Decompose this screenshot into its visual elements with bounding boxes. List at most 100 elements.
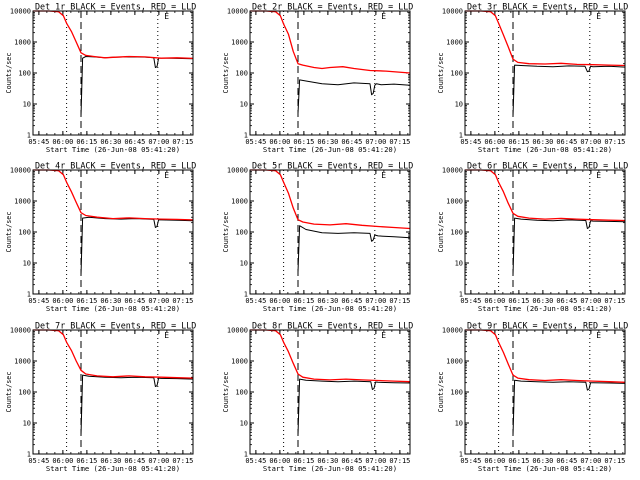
y-tick-label: 10 [240, 260, 248, 268]
events-series-line [297, 79, 411, 114]
x-tick-label: 05:45 [245, 457, 266, 465]
x-tick-label: 06:15 [76, 297, 97, 305]
x-tick-label: 06:00 [52, 138, 73, 146]
x-tick-label: 07:00 [148, 457, 169, 465]
x-axis-label: Start Time (26-Jun-08 05:41:20) [46, 145, 180, 154]
lld-series-line [465, 10, 626, 67]
x-tick-label: 07:15 [172, 457, 193, 465]
flag-marker: E [164, 12, 169, 21]
panel-det-3: Det 3r BLACK = Events, RED = LLD 1 10 100 10… [437, 2, 628, 155]
x-tick-label: 05:45 [460, 297, 481, 305]
x-tick-label: 07:00 [365, 297, 386, 305]
plot-frame [32, 10, 194, 136]
lld-series-line [33, 329, 194, 379]
events-series-line [80, 56, 194, 117]
x-tick-label: 07:00 [148, 297, 169, 305]
panel-det-7: Det 7r BLACK = Events, RED = LLD 1 10 100 10… [5, 321, 196, 474]
x-tick-label: 06:15 [76, 138, 97, 146]
x-tick-label: 06:30 [317, 297, 338, 305]
y-tick-label: 1000 [446, 39, 463, 47]
y-tick-label: 10000 [442, 327, 463, 335]
x-tick-label: 07:00 [148, 138, 169, 146]
x-tick-label: 06:45 [124, 297, 145, 305]
x-tick-label: 07:15 [604, 297, 625, 305]
x-tick-label: 06:30 [100, 138, 121, 146]
panel-title: Det 3r BLACK = Events, RED = LLD [467, 2, 628, 12]
x-axis-label: Start Time (26-Jun-08 05:41:20) [263, 304, 397, 313]
panel-title: Det 7r BLACK = Events, RED = LLD [35, 321, 196, 331]
y-tick-label: 10000 [227, 167, 248, 175]
y-tick-label: 100 [235, 229, 248, 237]
plot-frame [249, 169, 411, 295]
x-tick-label: 05:45 [460, 457, 481, 465]
panel-det-1: Det 1r BLACK = Events, RED = LLD 1 10 100 10… [5, 2, 196, 155]
plot-frame [249, 329, 411, 455]
y-tick-label: 10000 [227, 8, 248, 16]
x-axis-label: Start Time (26-Jun-08 05:41:20) [46, 304, 180, 313]
lld-series-line [465, 169, 626, 222]
flag-marker: E [164, 171, 169, 180]
panel-det-2: Det 2r BLACK = Events, RED = LLD 1 10 100 10… [222, 2, 413, 155]
panel-det-8: Det 8r BLACK = Events, RED = LLD 1 10 100 10… [222, 321, 413, 474]
x-tick-label: 07:15 [389, 297, 410, 305]
plot-frame [32, 329, 194, 455]
y-tick-label: 100 [450, 389, 463, 397]
flag-marker: E [381, 12, 386, 21]
y-tick-label: 10 [240, 101, 248, 109]
x-tick-label: 05:45 [460, 138, 481, 146]
lld-series-line [33, 169, 194, 221]
y-tick-label: 10000 [10, 167, 31, 175]
y-tick-label: 1 [244, 291, 248, 299]
y-tick-label: 10000 [10, 327, 31, 335]
panel-title: Det 8r BLACK = Events, RED = LLD [252, 321, 413, 331]
y-tick-label: 1 [27, 451, 31, 459]
x-axis-label: Start Time (26-Jun-08 05:41:20) [263, 145, 397, 154]
x-tick-label: 06:00 [269, 457, 290, 465]
panel-title: Det 5r BLACK = Events, RED = LLD [252, 161, 413, 171]
y-axis-label: Counts/sec [437, 53, 445, 94]
x-tick-label: 06:00 [269, 297, 290, 305]
x-tick-label: 06:45 [124, 457, 145, 465]
flag-marker: E [596, 12, 601, 21]
x-tick-label: 07:15 [172, 138, 193, 146]
x-tick-label: 07:15 [172, 297, 193, 305]
x-tick-label: 06:15 [76, 457, 97, 465]
y-tick-label: 1000 [14, 198, 31, 206]
panel-det-9: Det 9r BLACK = Events, RED = LLD 1 10 100 10… [437, 321, 628, 474]
flag-marker: E [381, 171, 386, 180]
y-tick-label: 100 [235, 389, 248, 397]
y-tick-label: 10 [455, 420, 463, 428]
x-tick-label: 06:45 [341, 138, 362, 146]
flag-marker: E [596, 171, 601, 180]
flag-marker: E [164, 331, 169, 340]
events-series-line [297, 378, 411, 436]
lld-series-line [33, 10, 194, 60]
x-tick-label: 07:00 [365, 138, 386, 146]
y-tick-label: 1000 [446, 198, 463, 206]
x-tick-label: 06:15 [508, 138, 529, 146]
y-tick-label: 1000 [231, 39, 248, 47]
y-axis-label: Counts/sec [5, 372, 13, 413]
x-tick-label: 07:00 [580, 457, 601, 465]
panel-det-4: Det 4r BLACK = Events, RED = LLD 1 10 100 10… [5, 161, 196, 314]
y-tick-label: 1000 [231, 358, 248, 366]
x-tick-label: 06:00 [52, 297, 73, 305]
flag-marker: E [596, 331, 601, 340]
x-tick-label: 06:45 [341, 457, 362, 465]
x-tick-label: 06:00 [52, 457, 73, 465]
x-tick-label: 06:45 [556, 297, 577, 305]
x-tick-label: 06:30 [532, 138, 553, 146]
lld-series-line [250, 10, 411, 74]
x-tick-label: 06:30 [317, 138, 338, 146]
x-axis-label: Start Time (26-Jun-08 05:41:20) [46, 464, 180, 473]
y-axis-label: Counts/sec [437, 212, 445, 253]
x-tick-label: 06:00 [484, 138, 505, 146]
events-series-line [80, 374, 194, 436]
x-tick-label: 07:15 [389, 138, 410, 146]
x-axis-label: Start Time (26-Jun-08 05:41:20) [478, 304, 612, 313]
lld-series-line [250, 169, 411, 230]
y-tick-label: 100 [450, 229, 463, 237]
y-tick-label: 100 [18, 389, 31, 397]
y-tick-label: 1000 [446, 358, 463, 366]
